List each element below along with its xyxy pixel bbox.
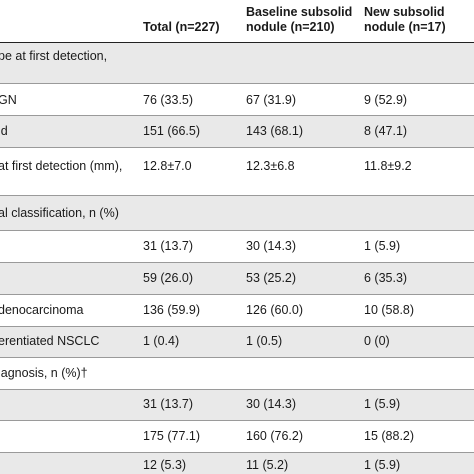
table-row: pe at first detection, bbox=[0, 43, 474, 84]
cell-baseline: 67 (31.9) bbox=[246, 93, 297, 107]
header-baseline-line2: nodule (n=210) bbox=[246, 20, 335, 34]
cell-total: 31 (13.7) bbox=[143, 239, 194, 253]
table-row: id 151 (66.5) 143 (68.1) 8 (47.1) bbox=[0, 116, 474, 148]
table-row: 175 (77.1) 160 (76.2) 15 (88.2) bbox=[0, 421, 474, 453]
cell-new: 1 (5.9) bbox=[364, 239, 401, 253]
cell-total: 12 (5.3) bbox=[143, 458, 187, 472]
table-row: 31 (13.7) 30 (14.3) 1 (5.9) bbox=[0, 231, 474, 263]
table-row: 59 (26.0) 53 (25.2) 6 (35.3) bbox=[0, 263, 474, 295]
cell-total: 31 (13.7) bbox=[143, 397, 194, 411]
cell-baseline: 143 (68.1) bbox=[246, 124, 303, 138]
table-row: erentiated NSCLC 1 (0.4) 1 (0.5) 0 (0) bbox=[0, 327, 474, 358]
table-row: al classification, n (%) bbox=[0, 196, 474, 231]
cell-total: 151 (66.5) bbox=[143, 124, 200, 138]
cell-baseline: 30 (14.3) bbox=[246, 239, 297, 253]
table-header: Total (n=227) Baseline subsolid nodule (… bbox=[0, 0, 474, 43]
cell-baseline: 30 (14.3) bbox=[246, 397, 297, 411]
table-row: iagnosis, n (%)† bbox=[0, 358, 474, 390]
cell-new: 1 (5.9) bbox=[364, 397, 401, 411]
cell-baseline: 12.3±6.8 bbox=[246, 159, 295, 173]
cell-baseline: 1 (0.5) bbox=[246, 334, 283, 348]
table-row: 31 (13.7) 30 (14.3) 1 (5.9) bbox=[0, 390, 474, 421]
cell-total: 12.8±7.0 bbox=[143, 159, 192, 173]
row-label: al classification, n (%) bbox=[0, 206, 119, 220]
cell-new: 6 (35.3) bbox=[364, 271, 408, 285]
cell-total: 59 (26.0) bbox=[143, 271, 194, 285]
table-row: 12 (5.3) 11 (5.2) 1 (5.9) bbox=[0, 453, 474, 474]
cell-new: 0 (0) bbox=[364, 334, 390, 348]
cell-baseline: 126 (60.0) bbox=[246, 303, 303, 317]
row-label: iagnosis, n (%)† bbox=[0, 366, 88, 380]
cell-baseline: 11 (5.2) bbox=[246, 458, 289, 472]
row-label: denocarcinoma bbox=[0, 303, 84, 317]
table-row: denocarcinoma 136 (59.9) 126 (60.0) 10 (… bbox=[0, 295, 474, 327]
cell-total: 76 (33.5) bbox=[143, 93, 194, 107]
cell-total: 136 (59.9) bbox=[143, 303, 200, 317]
cell-new: 15 (88.2) bbox=[364, 429, 415, 443]
table-row: GN 76 (33.5) 67 (31.9) 9 (52.9) bbox=[0, 84, 474, 116]
row-label: id bbox=[0, 124, 8, 138]
cell-total: 1 (0.4) bbox=[143, 334, 180, 348]
cell-new: 11.8±9.2 bbox=[364, 159, 412, 173]
header-new-line2: nodule (n=17) bbox=[364, 20, 446, 34]
header-new-line1: New subsolid bbox=[364, 5, 445, 19]
row-label: pe at first detection, bbox=[0, 49, 108, 63]
cell-new: 10 (58.8) bbox=[364, 303, 415, 317]
cell-baseline: 53 (25.2) bbox=[246, 271, 297, 285]
cell-new: 8 (47.1) bbox=[364, 124, 408, 138]
row-label: GN bbox=[0, 93, 17, 107]
table-row: at first detection (mm), 12.8±7.0 12.3±6… bbox=[0, 148, 474, 196]
row-label: erentiated NSCLC bbox=[0, 334, 100, 348]
header-total: Total (n=227) bbox=[143, 20, 220, 34]
header-baseline-line1: Baseline subsolid bbox=[246, 5, 353, 19]
row-label: at first detection (mm), bbox=[0, 159, 123, 173]
cell-total: 175 (77.1) bbox=[143, 429, 200, 443]
cell-new: 9 (52.9) bbox=[364, 93, 408, 107]
cell-baseline: 160 (76.2) bbox=[246, 429, 303, 443]
cell-new: 1 (5.9) bbox=[364, 458, 401, 472]
